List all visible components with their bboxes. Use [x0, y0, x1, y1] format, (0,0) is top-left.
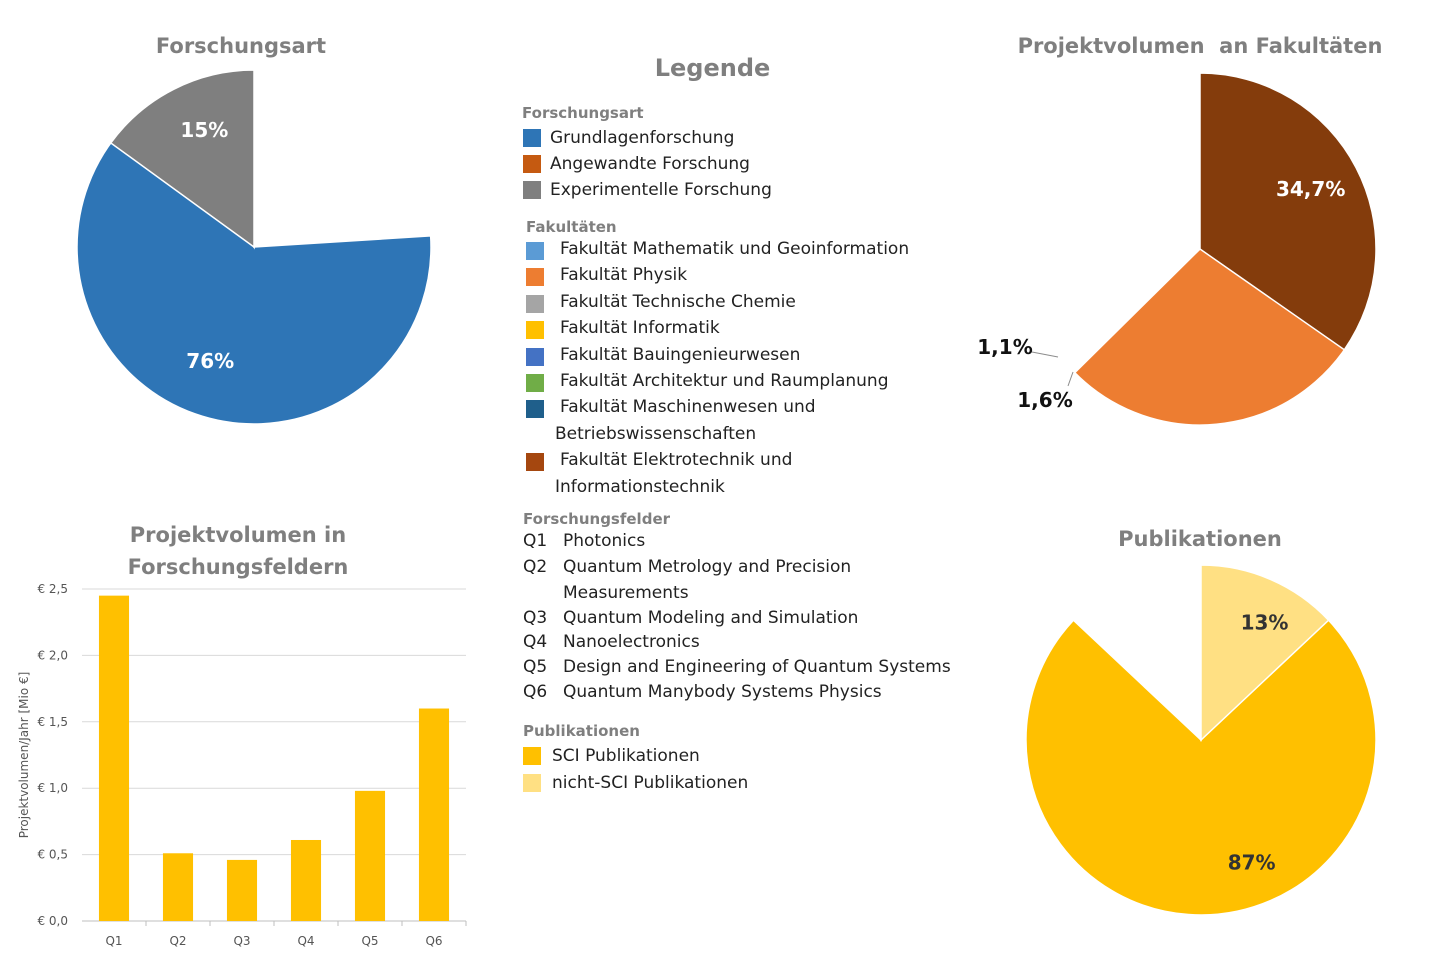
legend-swatch-fakult-t-mathematik-und-geoinformation: [526, 242, 544, 260]
legend-item-fakult-t-physik: Fakultät Physik: [560, 265, 688, 286]
bar-q3: [226, 859, 258, 921]
legend-swatch-sci-publikationen: [523, 747, 541, 765]
legend-item-fakult-t-architektur-und-raumplanung: Fakultät Architektur und Raumplanung: [560, 371, 889, 391]
legend-item-q3: Quantum Modeling and Simulation: [563, 608, 859, 628]
x-tick-label-q4: Q4: [297, 934, 314, 948]
legend-item-sci-publikationen: SCI Publikationen: [552, 746, 700, 766]
legend-swatch-fakult-t-physik: [526, 268, 544, 287]
y-tick-label: € 2,0: [37, 648, 68, 662]
y-tick-label: € 2,5: [37, 582, 68, 596]
pie-slice-experimentelle-forschung: [109, 69, 255, 249]
legend-item-continued: Betriebswissenschaften: [555, 423, 757, 444]
y-tick-label: € 0,5: [37, 848, 68, 862]
legend-item-continued: Informationstechnik: [555, 476, 725, 497]
pie-label-experimentelle-forschung: 15%: [180, 118, 228, 142]
leader-line: [1031, 351, 1059, 358]
pie-label-fakult-t-maschinenwesen-und-betriebswissenschaften: 1,1%: [977, 335, 1032, 359]
chart-title-publikationen: Publikationen: [1118, 527, 1282, 551]
pie-label-fakult-t-technische-chemie: 1,6%: [1017, 388, 1072, 412]
pie-label-sci-publikationen: 87%: [1228, 850, 1276, 874]
x-tick-label-q6: Q6: [425, 934, 442, 948]
pie-chart-publikationen: Publikationen 87% 13%: [1025, 527, 1377, 916]
chart-title-forschungsfelder-line1: Projektvolumen in: [130, 523, 346, 547]
legend-item-fakult-t-bauingenieurwesen: Fakultät Bauingenieurwesen: [560, 344, 801, 365]
bar-q6: [418, 708, 450, 921]
pie-chart-forschungsart: Forschungsart 76%9%15%: [76, 34, 432, 425]
legend-item-q5: Design and Engineering of Quantum System…: [563, 657, 951, 677]
legend-item-experimentelle-forschung: Experimentelle Forschung: [550, 180, 772, 200]
bar-q5: [354, 790, 386, 921]
x-tick-label-q3: Q3: [233, 934, 250, 948]
pie-chart-fakultaeten: Projektvolumen an Fakultäten 62,6%1,6%1,…: [977, 34, 1383, 426]
pie-label-fakult-t-elektrotechnik-und-informationstechnik: 34,7%: [1276, 177, 1345, 201]
bar-chart-forschungsfelder: Projektvolumen in Forschungsfeldern Proj…: [17, 523, 467, 948]
legend-swatch-fakult-t-informatik: [526, 321, 544, 340]
legend-item-fakult-t-maschinenwesen-und: Fakultät Maschinenwesen und: [560, 397, 816, 418]
legend-code-q6: Q6: [523, 682, 548, 702]
bar-q1: [98, 595, 130, 921]
legend-heading-forschungsart: Forschungsart: [522, 104, 644, 122]
legend-swatch-fakult-t-maschinenwesen-und: [526, 400, 544, 419]
legend-item-fakult-t-mathematik-und-geoinformation: Fakultät Mathematik und Geoinformation: [560, 239, 910, 259]
pie-slice-fakult-t-elektrotechnik-und-informationstechnik: [1199, 72, 1377, 351]
legend-code-q4: Q4: [523, 632, 548, 652]
legend-swatch-angewandte-forschung: [523, 155, 541, 173]
legend-item-q4: Nanoelectronics: [563, 632, 700, 652]
legend-item-q2: Quantum Metrology and Precision: [563, 557, 852, 577]
legend-code-q1: Q1: [523, 531, 548, 551]
legend-item-continued: Measurements: [563, 583, 689, 603]
legend-item-grundlagenforschung: Grundlagenforschung: [550, 128, 735, 148]
y-tick-label: € 0,0: [37, 914, 68, 928]
y-axis-label: Projektvolumen/Jahr [Mio €]: [17, 672, 31, 839]
y-tick-label: € 1,5: [37, 715, 68, 729]
pie-label-grundlagenforschung: 76%: [186, 349, 234, 373]
legend-swatch-fakult-t-bauingenieurwesen: [526, 347, 544, 366]
chart-title-forschungsfelder-line2: Forschungsfeldern: [128, 555, 349, 579]
legend-swatch-fakult-t-elektrotechnik-und: [526, 453, 544, 472]
leader-line: [1067, 371, 1074, 387]
legend-item-q1: Photonics: [563, 531, 646, 551]
legend-code-q5: Q5: [523, 657, 548, 677]
chart-title-forschungsart: Forschungsart: [156, 34, 326, 58]
pie-label-nicht-sci-publikationen: 13%: [1241, 610, 1289, 634]
x-tick-label-q2: Q2: [169, 934, 186, 948]
chart-title-fakultaeten: Projektvolumen an Fakultäten: [1018, 34, 1383, 58]
legend-swatch-experimentelle-forschung: [523, 181, 541, 199]
x-tick-label-q1: Q1: [105, 934, 122, 948]
legend-code-q3: Q3: [523, 608, 548, 628]
legend-heading-publikationen: Publikationen: [523, 722, 640, 740]
legend-item-fakult-t-informatik: Fakultät Informatik: [560, 318, 720, 339]
bar-q4: [290, 839, 322, 921]
legend-item-fakult-t-technische-chemie: Fakultät Technische Chemie: [560, 291, 796, 312]
legend-item-q6: Quantum Manybody Systems Physics: [563, 682, 882, 702]
legend-swatch-fakult-t-technische-chemie: [526, 294, 544, 313]
y-tick-label: € 1,0: [37, 781, 68, 795]
legend-item-fakult-t-elektrotechnik-und: Fakultät Elektrotechnik und: [560, 450, 793, 471]
legend-swatch-fakult-t-architektur-und-raumplanung: [526, 374, 544, 392]
bar-q2: [162, 853, 194, 921]
legend-heading-fakultaeten: Fakultäten: [526, 218, 617, 236]
pie-slice-nicht-sci-publikationen: [1200, 564, 1330, 742]
legend-code-q2: Q2: [523, 557, 548, 577]
legend-item-angewandte-forschung: Angewandte Forschung: [550, 154, 750, 174]
legend-swatch-grundlagenforschung: [523, 129, 541, 147]
legend-item-nicht-sci-publikationen: nicht-SCI Publikationen: [552, 773, 749, 793]
legend-swatch-nicht-sci-publikationen: [523, 774, 541, 792]
x-tick-label-q5: Q5: [361, 934, 378, 948]
legend-title: Legende: [654, 54, 771, 82]
legend-heading-forschungsfelder: Forschungsfelder: [523, 510, 671, 528]
